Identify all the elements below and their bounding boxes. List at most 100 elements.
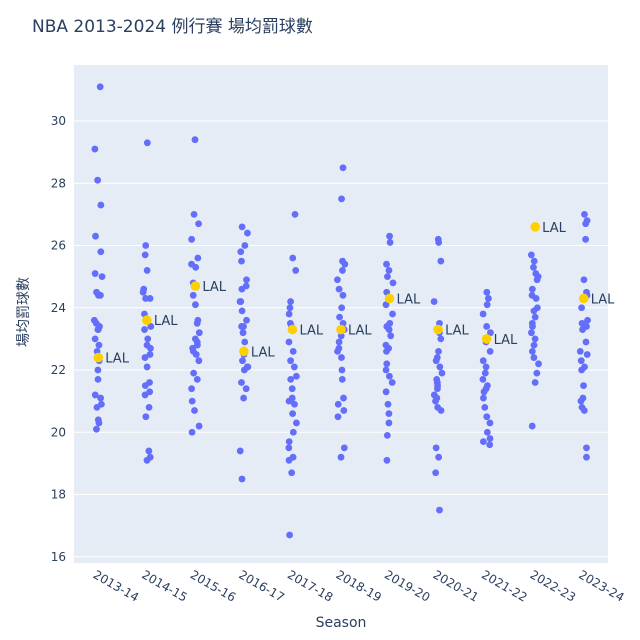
team-point xyxy=(528,422,536,430)
lal-label: LAL xyxy=(202,280,226,295)
lal-point xyxy=(142,315,152,326)
team-point xyxy=(383,260,390,268)
x-axis-title: Season xyxy=(316,615,367,631)
team-point xyxy=(91,391,99,399)
team-point xyxy=(96,83,104,91)
team-point xyxy=(189,291,197,299)
x-tick-label: 2018-19 xyxy=(334,567,384,604)
team-point xyxy=(580,407,588,414)
team-point xyxy=(388,379,396,386)
team-point xyxy=(479,438,487,446)
team-point xyxy=(382,301,390,309)
team-point xyxy=(339,164,347,172)
team-point xyxy=(147,323,155,330)
team-point xyxy=(527,251,535,259)
team-point xyxy=(285,438,293,446)
team-point xyxy=(285,338,293,346)
y-tick-label: 24 xyxy=(51,301,66,315)
team-point xyxy=(486,441,494,449)
team-point xyxy=(430,298,438,305)
team-point xyxy=(337,453,345,461)
team-point xyxy=(582,235,590,243)
team-point xyxy=(432,469,440,477)
team-point xyxy=(529,323,536,330)
x-tick-label: 2023-24 xyxy=(576,567,626,604)
team-point xyxy=(236,447,244,455)
team-point xyxy=(285,397,293,405)
team-points xyxy=(90,83,591,539)
team-point xyxy=(486,435,494,442)
team-point xyxy=(535,360,542,368)
y-tick-label: 20 xyxy=(51,425,66,439)
team-point xyxy=(240,323,247,330)
team-point xyxy=(336,313,343,321)
team-point xyxy=(581,211,588,218)
team-point xyxy=(338,375,346,383)
team-point xyxy=(341,260,349,268)
team-point xyxy=(437,407,445,414)
team-point xyxy=(578,366,586,374)
team-point xyxy=(286,304,294,312)
team-point xyxy=(487,329,494,337)
team-point xyxy=(528,329,535,337)
team-point xyxy=(435,239,443,246)
lal-point xyxy=(190,281,201,291)
x-tick-label: 2017-18 xyxy=(285,567,335,604)
team-point xyxy=(239,329,247,337)
team-point xyxy=(385,267,393,274)
team-point xyxy=(93,425,100,433)
team-point xyxy=(580,382,587,389)
chart-title: NBA 2013-2024 例行賽 場均罰球數 xyxy=(32,16,313,37)
team-point xyxy=(94,176,102,184)
team-point xyxy=(289,347,297,355)
team-point xyxy=(530,263,537,271)
team-point xyxy=(94,366,102,374)
team-point xyxy=(195,220,202,228)
team-point xyxy=(436,506,443,514)
team-point xyxy=(288,385,296,393)
team-point xyxy=(237,298,245,305)
team-point xyxy=(335,338,343,346)
team-point xyxy=(340,407,348,414)
team-point xyxy=(239,357,246,365)
team-point xyxy=(579,326,586,333)
team-point xyxy=(578,304,585,312)
lal-points: LAL LAL LAL LAL LAL LAL LAL LAL LAL LAL LAL xyxy=(93,221,615,367)
team-point xyxy=(580,276,588,284)
team-point xyxy=(238,285,246,293)
team-point xyxy=(531,313,539,321)
y-axis-ticks: 16 18 20 22 24 26 28 30 xyxy=(51,114,66,564)
y-tick-label: 30 xyxy=(51,114,66,128)
team-point xyxy=(389,279,397,287)
team-point xyxy=(485,295,492,302)
team-point xyxy=(238,379,245,386)
lal-label: LAL xyxy=(445,324,469,339)
x-tick-label: 2014-15 xyxy=(139,567,189,604)
lal-point xyxy=(481,334,492,344)
lal-point xyxy=(287,324,298,335)
team-point xyxy=(479,310,487,318)
team-point xyxy=(192,263,200,271)
team-point xyxy=(339,267,346,274)
team-point xyxy=(94,326,102,333)
team-point xyxy=(483,288,491,296)
y-tick-label: 22 xyxy=(51,363,66,377)
lal-label: LAL xyxy=(154,314,178,329)
team-point xyxy=(142,242,150,249)
team-point xyxy=(583,351,591,358)
team-point xyxy=(533,276,541,284)
team-point xyxy=(528,285,536,293)
x-tick-label: 2013-14 xyxy=(91,567,141,604)
team-point xyxy=(287,375,295,383)
team-point xyxy=(432,357,440,365)
team-point xyxy=(339,291,347,299)
lal-point xyxy=(336,324,346,335)
team-point xyxy=(91,145,99,153)
team-point xyxy=(242,385,250,393)
team-point xyxy=(285,444,293,452)
team-point xyxy=(583,453,590,461)
y-axis-title: 場均罰球數 xyxy=(16,277,32,347)
team-point xyxy=(481,369,489,377)
team-point xyxy=(531,335,539,343)
